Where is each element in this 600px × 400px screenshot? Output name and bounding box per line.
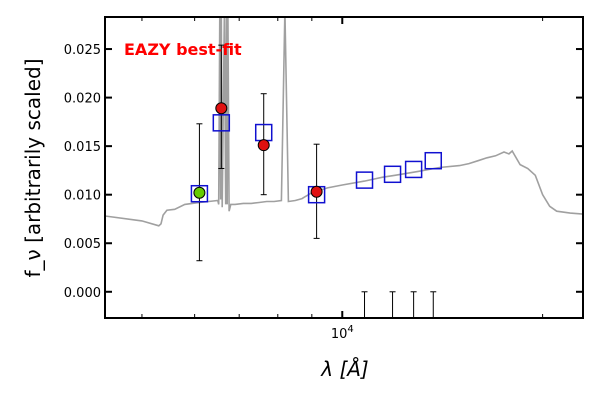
observed-flux-point [257, 139, 270, 152]
model-spectrum-line [105, 17, 583, 227]
model-flux-square [355, 171, 374, 189]
model-flux-square [212, 114, 231, 132]
y-tick-label: 0.025 [64, 43, 101, 58]
x-axis-title: λ [Å] [320, 357, 368, 381]
model-spectrum-layer [105, 17, 583, 227]
model-flux-square [383, 165, 402, 184]
chart-annotation: EAZY best-fit [124, 40, 242, 59]
x-tick-label: 104 [331, 324, 354, 342]
model-flux-square [190, 184, 209, 203]
observed-flux-point [310, 185, 323, 198]
y-tick-label: 0.020 [64, 92, 101, 107]
observed-flux-point [215, 102, 228, 115]
model-flux-square [404, 160, 423, 179]
y-tick-label: 0.000 [64, 286, 101, 301]
model-flux-square [424, 151, 443, 170]
y-tick-label: 0.010 [64, 189, 101, 204]
plot-area [105, 17, 583, 318]
y-tick-label: 0.015 [64, 140, 101, 155]
photometry-layer [190, 44, 443, 318]
tick-labels: 0.000 0.005 0.010 0.015 0.020 0.025 104 [64, 43, 354, 342]
y-tick-label: 0.005 [64, 237, 101, 252]
axis-ticks [105, 17, 583, 318]
y-axis-title: f_ν [arbitrarily scaled] [21, 59, 45, 278]
observed-flux-point [193, 186, 206, 199]
plot-frame [104, 16, 584, 319]
